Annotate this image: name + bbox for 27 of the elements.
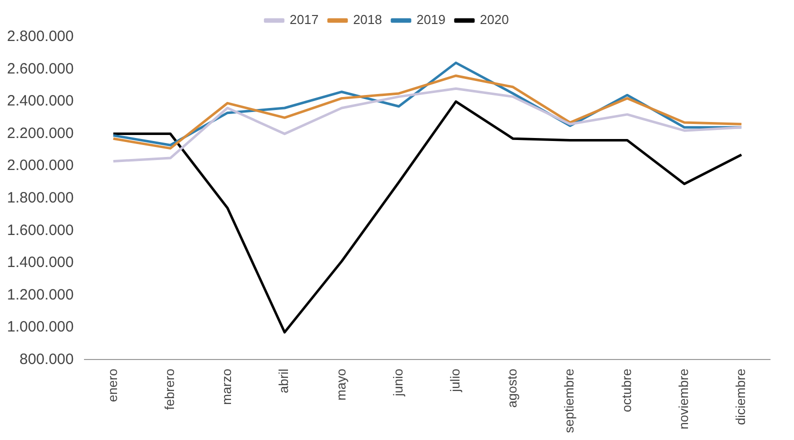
- x-tick-label: septiembre: [562, 368, 577, 434]
- y-tick-label: 2.200.000: [6, 124, 74, 142]
- legend-label: 2019: [416, 12, 446, 28]
- x-tick-label: agosto: [504, 368, 520, 408]
- y-tick-label: 1.000.000: [6, 318, 74, 336]
- x-tick-label: abril: [276, 368, 292, 394]
- x-tick-label: mayo: [333, 368, 348, 400]
- y-tick-label: 1.600.000: [6, 222, 74, 239]
- y-tick-label: 1.200.000: [6, 286, 74, 304]
- x-tick-label: junio: [390, 368, 406, 398]
- y-tick-label: 1.800.000: [6, 189, 74, 206]
- x-tick-label: enero: [104, 368, 120, 402]
- x-tick-label: marzo: [219, 368, 234, 405]
- y-tick-label: 2.800.000: [6, 28, 74, 46]
- legend-label: 2017: [290, 12, 319, 28]
- y-tick-label: 2.400.000: [6, 92, 74, 110]
- x-tick-label: octubre: [618, 368, 634, 412]
- x-tick-label: noviembre: [676, 368, 691, 430]
- y-tick-label: 2.600.000: [6, 60, 74, 78]
- y-tick-label: 1.400.000: [6, 254, 74, 272]
- y-tick-label: 2.000.000: [6, 157, 74, 174]
- x-tick-label: febrero: [162, 368, 177, 410]
- x-tick-label: julio: [447, 368, 462, 393]
- legend-label: 2020: [480, 12, 509, 28]
- x-tick-label: diciembre: [733, 368, 748, 426]
- legend-label: 2018: [353, 12, 382, 28]
- y-tick-label: 800.000: [19, 350, 74, 368]
